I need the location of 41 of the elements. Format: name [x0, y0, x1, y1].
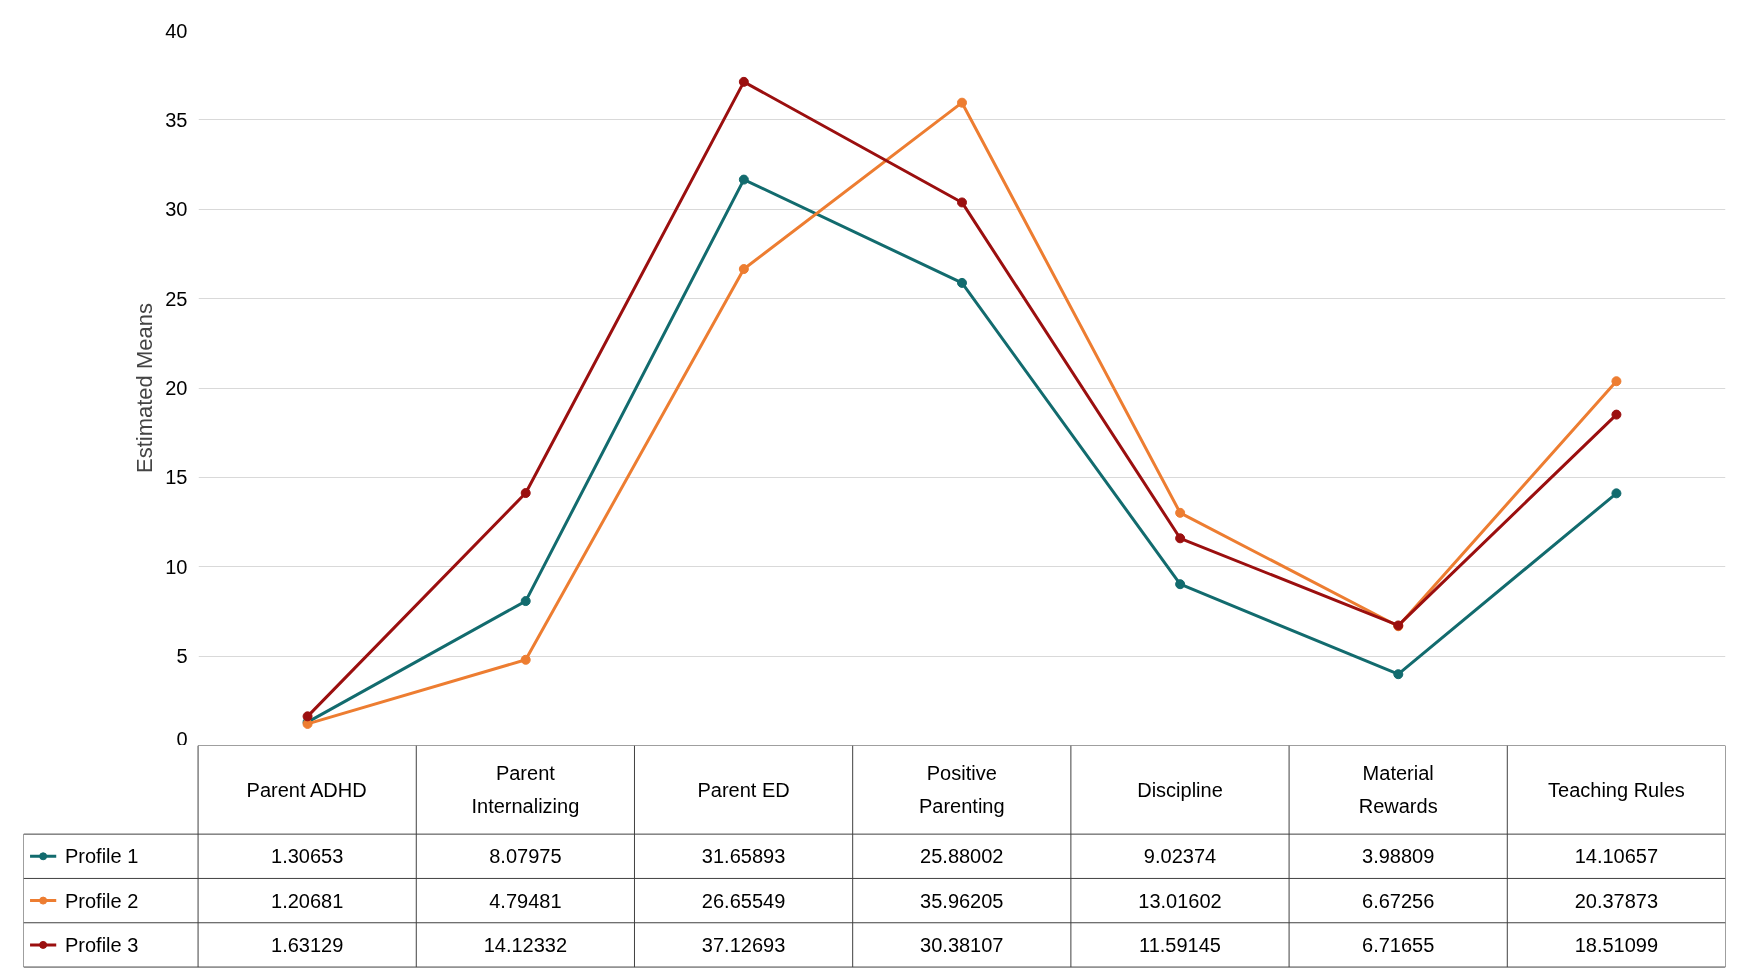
- y-tick-label: 5: [176, 645, 188, 668]
- y-tick-label: 30: [165, 198, 188, 221]
- data-label: 35.96205: [920, 889, 1004, 912]
- data-label: 18.51099: [1574, 933, 1659, 956]
- data-label: 6.71655: [1362, 933, 1435, 956]
- legend-label: Profile 2: [64, 889, 139, 912]
- data-label: 9.02374: [1143, 845, 1217, 868]
- data-label: 26.65549: [701, 889, 786, 912]
- x-tick-label: Parent ADHD: [246, 778, 367, 801]
- data-label: 20.37873: [1574, 889, 1659, 912]
- data-label: 6.67256: [1362, 889, 1435, 912]
- y-tick-label: 20: [165, 377, 188, 399]
- y-tick-label: 10: [165, 555, 188, 578]
- y-tick-label: 15: [165, 466, 188, 489]
- y-axis-title: Estimated Means: [132, 303, 158, 473]
- data-label: 30.38107: [920, 933, 1004, 956]
- x-tick-label: Material Rewards: [1358, 762, 1438, 818]
- x-tick-label: Teaching Rules: [1548, 778, 1685, 801]
- data-label: 1.30653: [271, 845, 344, 868]
- data-label: 31.65893: [701, 845, 786, 868]
- data-label: 1.63129: [271, 933, 344, 956]
- data-label: 13.01602: [1138, 889, 1222, 912]
- data-label: 11.59145: [1139, 933, 1221, 956]
- data-label: 37.12693: [701, 933, 786, 956]
- data-label: 8.07975: [489, 845, 562, 868]
- data-label: 14.12332: [483, 933, 568, 956]
- x-tick-label: Parent ED: [697, 778, 790, 801]
- x-tick-label: Positive Parenting: [918, 762, 1005, 818]
- y-tick-label: 35: [165, 108, 188, 131]
- y-tick-label: 40: [165, 19, 188, 42]
- data-label: 1.20681: [271, 889, 344, 912]
- y-tick-label: 25: [165, 287, 188, 310]
- y-tick-label: 0: [176, 727, 188, 750]
- data-label: 3.98809: [1362, 845, 1435, 868]
- legend-label: Profile 1: [64, 845, 139, 868]
- x-tick-label: Discipline: [1137, 778, 1223, 801]
- data-label: 14.10657: [1574, 845, 1659, 868]
- x-tick-label: Parent Internalizing: [471, 762, 580, 818]
- data-label: 4.79481: [489, 889, 562, 912]
- legend-label: Profile 3: [64, 933, 139, 956]
- data-label: 25.88002: [920, 845, 1004, 868]
